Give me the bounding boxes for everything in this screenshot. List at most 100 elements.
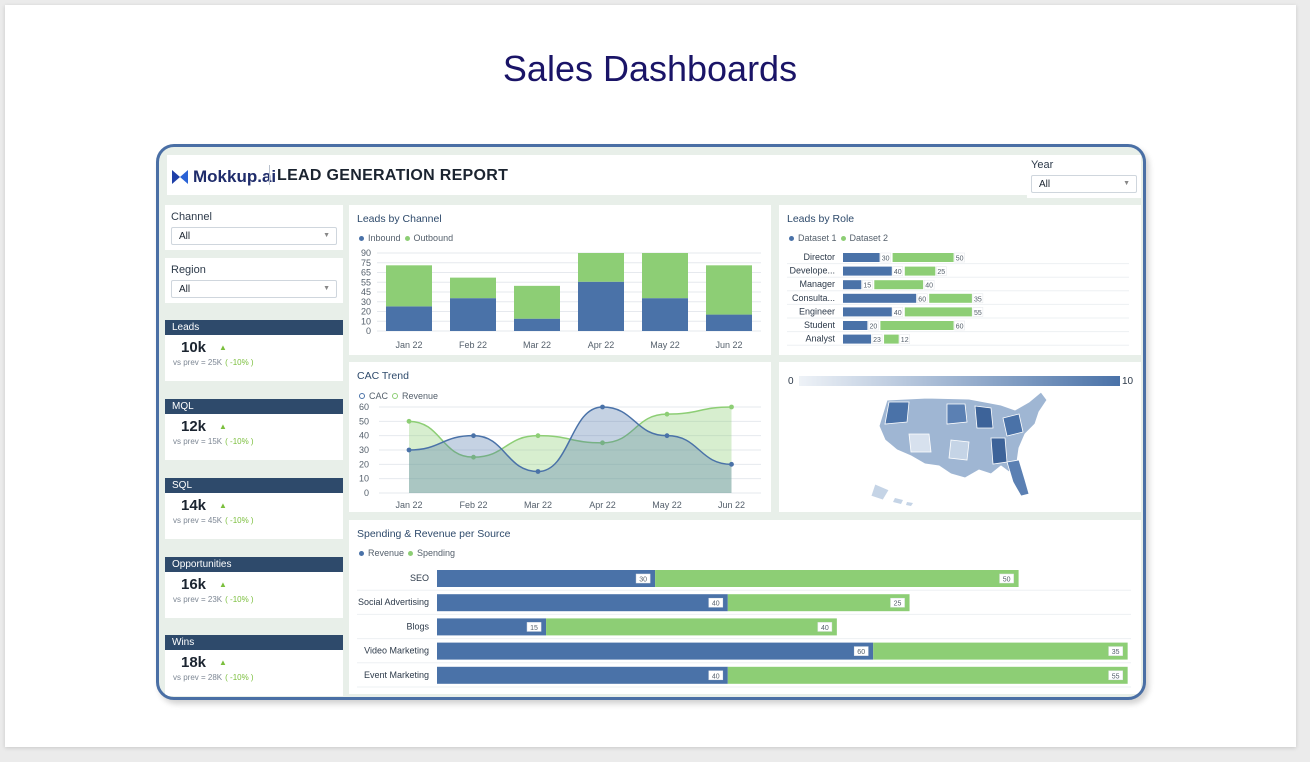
- data-label-box: [708, 670, 724, 681]
- data-label-box: [526, 622, 542, 632]
- point-revenue: [729, 404, 734, 410]
- data-label: 40: [712, 601, 720, 608]
- leads-by-role-chart: Director 30 50 Develope... 40 25 Manager 15 40 Co…: [787, 252, 1129, 346]
- y-category-label: Consulta...: [792, 293, 835, 303]
- kpi-label: Opportunities: [165, 557, 343, 572]
- data-label-box: [708, 597, 724, 608]
- channel-filter: Channel All ▼: [165, 205, 343, 250]
- data-label: 40: [894, 269, 902, 276]
- us-states-shape: [870, 391, 1048, 506]
- channel-select[interactable]: All ▼: [171, 227, 337, 245]
- y-tick-label: 30: [359, 445, 369, 455]
- bar-inbound: [514, 318, 560, 331]
- bar-inbound: [578, 281, 624, 331]
- chart-title: Leads by Channel: [357, 213, 442, 225]
- region-label: Region: [171, 264, 206, 276]
- point-cac: [729, 461, 734, 467]
- data-label-box: [635, 573, 651, 584]
- triangle-up-icon: ▲: [219, 422, 227, 431]
- data-label: 35: [974, 296, 982, 303]
- brand-name: Mokkup.ai: [193, 167, 277, 186]
- data-label-box: [1108, 670, 1123, 681]
- cac-trend-panel: CAC Trend CAC Revenue 0 10 20 30 40 50 60 Jan 2…: [349, 362, 771, 512]
- y-category-label: Manager: [799, 279, 835, 289]
- x-tick-label: Apr 22: [588, 340, 615, 350]
- point-revenue: [600, 440, 605, 446]
- data-label: 50: [956, 256, 964, 263]
- legend-swatch-revenue: [359, 550, 364, 556]
- area-revenue: [409, 407, 732, 493]
- data-label: 30: [882, 256, 890, 263]
- y-tick-label: 0: [366, 326, 371, 336]
- y-category-label: Analyst: [805, 334, 835, 344]
- cac-trend-chart: 0 10 20 30 40 50 60 Jan 22 Feb 22 Mar 22 Apr 22 May…: [359, 402, 761, 510]
- legend-swatch-revenue: [392, 393, 399, 399]
- data-label-box: [954, 320, 965, 331]
- bar-inbound: [450, 298, 496, 331]
- y-category-label: Video Marketing: [364, 646, 429, 656]
- year-filter: Year All ▼: [1027, 155, 1141, 198]
- legend-revenue: Revenue: [402, 391, 439, 401]
- kpi-prev: vs prev = 25K: [173, 358, 223, 367]
- data-label: 40: [925, 283, 933, 290]
- triangle-up-icon: ▲: [219, 658, 227, 667]
- kpi-change: ( -10% ): [225, 358, 254, 367]
- chart-title: CAC Trend: [357, 370, 409, 382]
- x-tick-label: Feb 22: [459, 500, 487, 510]
- y-tick-label: 20: [359, 459, 369, 469]
- kpi-prev: vs prev = 45K: [173, 516, 223, 525]
- bar-dataset-1: [843, 307, 892, 317]
- data-label-box: [923, 279, 935, 290]
- kpi-prev: vs prev = 15K: [173, 437, 223, 446]
- bar-dataset-2: [904, 307, 972, 317]
- point-revenue: [471, 454, 476, 460]
- y-category-label: Social Advertising: [358, 597, 429, 607]
- x-tick-label: May 22: [650, 340, 680, 350]
- map-scale-gradient: [799, 376, 1120, 386]
- legend-swatch-spending: [408, 550, 414, 556]
- bar-revenue: [437, 594, 728, 612]
- x-tick-label: Mar 22: [523, 340, 551, 350]
- data-label-box: [972, 293, 984, 304]
- data-label: 12: [901, 337, 909, 344]
- kpi-comparison: vs prev = 25K( -10% ): [173, 358, 254, 367]
- y-tick-label: 10: [359, 474, 369, 484]
- x-tick-label: Mar 22: [524, 500, 552, 510]
- data-label: 15: [530, 625, 538, 632]
- point-cac: [600, 404, 605, 410]
- data-label-box: [817, 622, 833, 632]
- chart-legend: Dataset 1 Dataset 2: [789, 233, 888, 243]
- legend-swatch-dataset-2: [840, 235, 846, 241]
- y-tick-label: 75: [361, 258, 371, 268]
- data-label-box: [892, 307, 904, 317]
- bar-outbound: [642, 253, 688, 299]
- chart-legend: Revenue Spending: [359, 548, 455, 558]
- chart-legend: Inbound Outbound: [359, 233, 453, 243]
- kpi-value: 18k: [181, 654, 207, 671]
- kpi-comparison: vs prev = 23K( -10% ): [173, 595, 254, 604]
- data-label: 30: [639, 577, 647, 584]
- chart-title: Spending & Revenue per Source: [357, 528, 511, 540]
- bar-outbound: [386, 265, 432, 307]
- region-select[interactable]: All ▼: [171, 280, 337, 298]
- kpi-comparison: vs prev = 45K( -10% ): [173, 516, 254, 525]
- data-label-box: [892, 266, 904, 276]
- bar-dataset-2: [874, 280, 924, 290]
- kpi-change: ( -10% ): [225, 516, 254, 525]
- bar-inbound: [706, 314, 752, 331]
- bar-dataset-1: [843, 334, 872, 344]
- data-label: 50: [1003, 577, 1011, 584]
- bar-inbound: [642, 298, 688, 331]
- legend-swatch-outbound: [404, 235, 410, 241]
- data-label: 60: [956, 324, 964, 331]
- y-category-label: Engineer: [799, 306, 835, 316]
- mokkup-logo-icon: [172, 170, 188, 184]
- point-cac: [535, 469, 541, 474]
- y-category-label: Develope...: [789, 266, 835, 276]
- map-scale-max: 10: [1122, 376, 1134, 387]
- point-revenue: [664, 411, 670, 417]
- year-select[interactable]: All ▼: [1031, 175, 1137, 193]
- y-tick-label: 45: [361, 287, 371, 297]
- us-map-panel: 0 10: [779, 362, 1141, 512]
- data-label-box: [916, 293, 928, 304]
